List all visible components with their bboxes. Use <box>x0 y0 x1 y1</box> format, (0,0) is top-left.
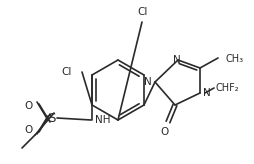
Text: N: N <box>172 55 180 65</box>
Text: NH: NH <box>95 115 110 125</box>
Text: N: N <box>202 88 210 98</box>
Text: O: O <box>25 125 33 135</box>
Text: N: N <box>144 77 151 87</box>
Text: Cl: Cl <box>137 7 148 17</box>
Text: O: O <box>25 101 33 111</box>
Text: CHF₂: CHF₂ <box>215 83 239 93</box>
Text: S: S <box>48 112 55 124</box>
Text: CH₃: CH₃ <box>225 54 243 64</box>
Text: Cl: Cl <box>61 67 72 77</box>
Text: O: O <box>160 127 168 137</box>
